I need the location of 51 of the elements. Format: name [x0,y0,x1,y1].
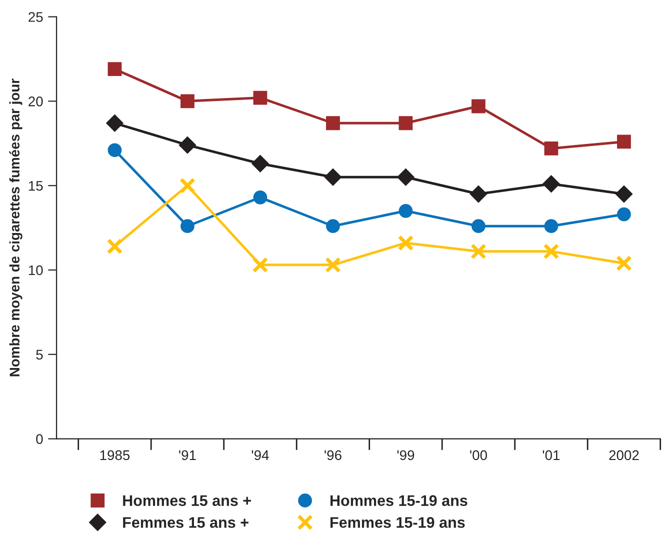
x-tick-label: 1985 [100,450,130,460]
point [470,243,486,260]
point [398,235,414,251]
point [397,168,414,186]
point [543,243,560,260]
y-tick-label: 20 [28,96,43,106]
point [106,114,124,132]
point [253,90,268,105]
x-tick-label: '01 [542,450,560,460]
point [472,99,486,114]
legend-label: Hommes 15-19 ans [330,495,468,506]
y-tick-label: 15 [28,181,43,191]
y-tick-label: 10 [28,265,43,276]
point [180,94,194,108]
point [544,219,558,234]
point [180,219,194,234]
point [106,238,123,254]
point [326,219,340,234]
x-tick-label: '94 [252,450,269,460]
point [615,185,633,203]
y-axis-title: Nombre moyen de cigarettes fumées par jour [9,78,22,376]
point [470,185,488,203]
legend-label: Femmes 15 ans + [123,517,248,528]
x-tick-label: '91 [179,450,196,460]
point [108,62,122,76]
y-tick-label: 0 [36,434,43,444]
point [398,204,413,218]
point [472,219,486,234]
point [179,178,196,194]
legend-label: Hommes 15 ans + [123,495,251,506]
point [542,175,560,192]
legend-label: Femmes 15-19 ans [330,517,465,528]
point [253,190,268,204]
point [252,155,269,172]
point [617,134,631,149]
point [324,168,342,186]
point [326,116,340,130]
point [544,142,558,156]
x-tick-label: 2002 [609,450,639,460]
point [616,255,632,272]
x-tick-label: '99 [397,450,414,460]
point [398,116,413,130]
y-tick-label: 5 [36,350,43,360]
y-tick-label: 25 [28,12,43,22]
point [178,136,196,154]
point [617,207,631,222]
point [108,143,122,158]
x-tick-label: '96 [324,450,342,460]
x-tick-label: '00 [470,450,487,460]
point [252,256,268,273]
point [324,256,341,273]
